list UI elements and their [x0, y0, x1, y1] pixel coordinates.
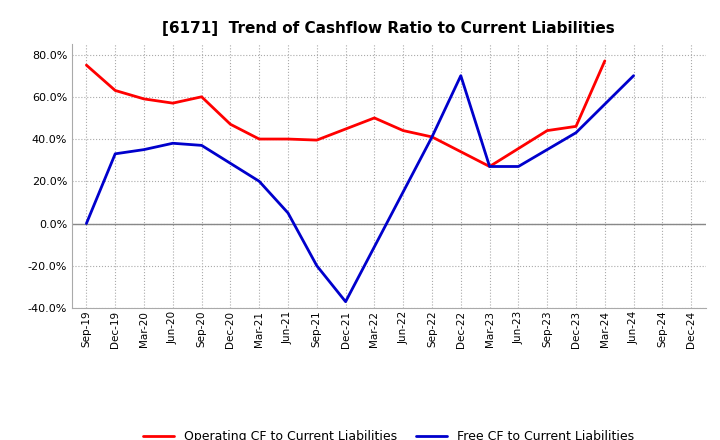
Operating CF to Current Liabilities	[428, 134, 436, 139]
Free CF to Current Liabilities	[312, 263, 321, 268]
Free CF to Current Liabilities	[456, 73, 465, 78]
Line: Free CF to Current Liabilities: Free CF to Current Liabilities	[86, 76, 634, 302]
Operating CF to Current Liabilities	[168, 100, 177, 106]
Operating CF to Current Liabilities	[370, 115, 379, 121]
Free CF to Current Liabilities	[572, 130, 580, 136]
Operating CF to Current Liabilities	[600, 58, 609, 63]
Title: [6171]  Trend of Cashflow Ratio to Current Liabilities: [6171] Trend of Cashflow Ratio to Curren…	[163, 21, 615, 36]
Free CF to Current Liabilities	[82, 221, 91, 226]
Free CF to Current Liabilities	[197, 143, 206, 148]
Operating CF to Current Liabilities	[543, 128, 552, 133]
Free CF to Current Liabilities	[341, 299, 350, 304]
Operating CF to Current Liabilities	[572, 124, 580, 129]
Operating CF to Current Liabilities	[226, 121, 235, 127]
Operating CF to Current Liabilities	[140, 96, 148, 102]
Operating CF to Current Liabilities	[284, 136, 292, 142]
Free CF to Current Liabilities	[485, 164, 494, 169]
Free CF to Current Liabilities	[168, 141, 177, 146]
Line: Operating CF to Current Liabilities: Operating CF to Current Liabilities	[86, 61, 605, 166]
Operating CF to Current Liabilities	[312, 137, 321, 143]
Operating CF to Current Liabilities	[255, 136, 264, 142]
Free CF to Current Liabilities	[428, 134, 436, 139]
Free CF to Current Liabilities	[140, 147, 148, 152]
Free CF to Current Liabilities	[111, 151, 120, 157]
Operating CF to Current Liabilities	[485, 164, 494, 169]
Free CF to Current Liabilities	[514, 164, 523, 169]
Operating CF to Current Liabilities	[82, 62, 91, 68]
Operating CF to Current Liabilities	[111, 88, 120, 93]
Free CF to Current Liabilities	[284, 210, 292, 216]
Operating CF to Current Liabilities	[197, 94, 206, 99]
Legend: Operating CF to Current Liabilities, Free CF to Current Liabilities: Operating CF to Current Liabilities, Fre…	[138, 425, 639, 440]
Operating CF to Current Liabilities	[399, 128, 408, 133]
Free CF to Current Liabilities	[255, 179, 264, 184]
Free CF to Current Liabilities	[629, 73, 638, 78]
